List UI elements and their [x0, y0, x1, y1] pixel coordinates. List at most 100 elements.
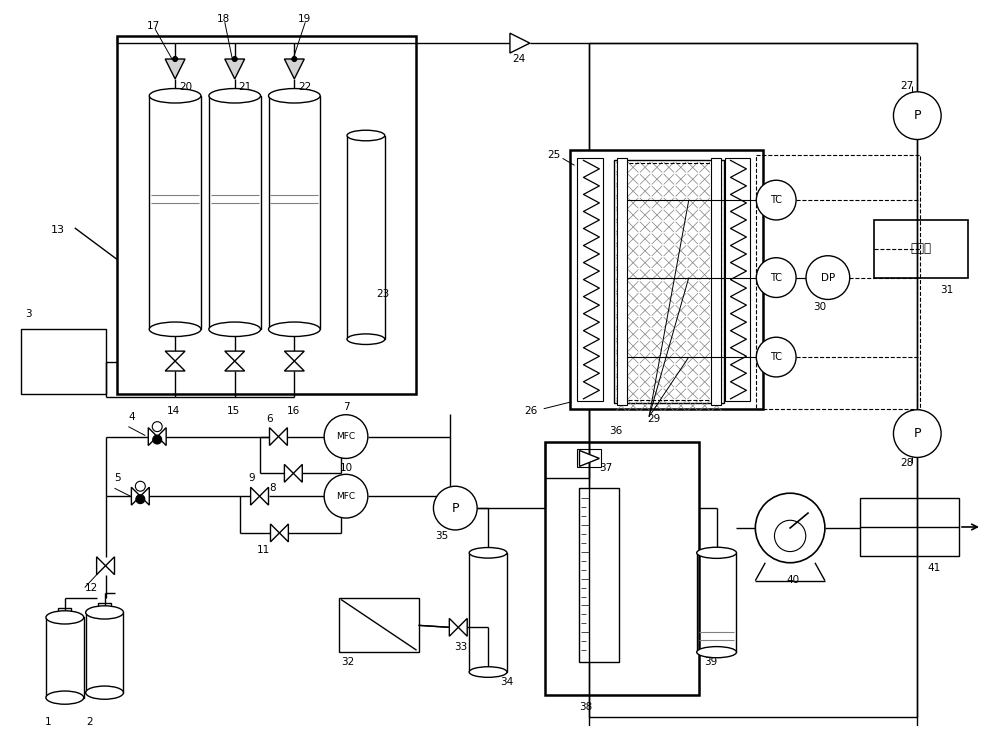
Ellipse shape: [46, 691, 84, 704]
Bar: [577, 158, 603, 401]
Text: 21: 21: [239, 82, 252, 92]
Text: 31: 31: [940, 284, 953, 295]
Text: P: P: [452, 502, 459, 515]
Text: 20: 20: [179, 82, 192, 92]
Circle shape: [893, 92, 941, 139]
Text: 33: 33: [454, 642, 468, 652]
Text: P: P: [914, 427, 921, 440]
Bar: [711, 158, 721, 405]
Bar: [347, 136, 385, 339]
Polygon shape: [284, 59, 304, 79]
Text: 15: 15: [227, 406, 240, 416]
Bar: [339, 598, 419, 652]
Bar: [756, 155, 920, 409]
Bar: [697, 553, 736, 652]
Bar: [617, 158, 627, 405]
Polygon shape: [270, 524, 279, 542]
Text: 2: 2: [87, 717, 93, 727]
Ellipse shape: [209, 88, 261, 103]
Polygon shape: [225, 361, 245, 371]
Ellipse shape: [46, 611, 84, 624]
Circle shape: [136, 495, 145, 504]
Text: MFC: MFC: [336, 491, 356, 501]
Ellipse shape: [469, 547, 507, 558]
Polygon shape: [106, 557, 115, 574]
Polygon shape: [140, 487, 149, 505]
Text: 35: 35: [435, 531, 449, 541]
Bar: [86, 612, 123, 693]
Bar: [269, 95, 320, 330]
Text: 7: 7: [343, 402, 349, 412]
Text: TC: TC: [770, 195, 782, 205]
Text: 12: 12: [85, 582, 98, 593]
Circle shape: [755, 494, 825, 563]
Text: 17: 17: [147, 21, 161, 31]
Text: 39: 39: [704, 657, 717, 667]
Polygon shape: [165, 59, 185, 79]
Text: DP: DP: [821, 273, 835, 283]
Polygon shape: [225, 59, 245, 79]
Text: 32: 32: [341, 657, 354, 667]
Text: 10: 10: [339, 464, 353, 473]
Bar: [46, 617, 84, 698]
Text: 9: 9: [249, 473, 255, 483]
Text: TC: TC: [770, 273, 782, 283]
Polygon shape: [131, 487, 140, 505]
Circle shape: [173, 57, 178, 61]
Circle shape: [153, 435, 162, 444]
Circle shape: [756, 338, 796, 377]
Bar: [149, 95, 201, 330]
Text: 3: 3: [25, 309, 32, 319]
Text: 22: 22: [298, 82, 312, 92]
Polygon shape: [165, 361, 185, 371]
Polygon shape: [284, 464, 293, 483]
Text: 24: 24: [512, 54, 525, 64]
Ellipse shape: [697, 547, 736, 558]
Bar: [209, 95, 261, 330]
Ellipse shape: [86, 606, 123, 619]
Bar: [577, 450, 601, 467]
Text: MFC: MFC: [336, 432, 356, 441]
Circle shape: [324, 415, 368, 459]
Circle shape: [774, 521, 806, 552]
Bar: [860, 498, 959, 555]
Ellipse shape: [86, 686, 123, 699]
Bar: [614, 160, 724, 403]
Polygon shape: [157, 428, 166, 445]
Text: 36: 36: [609, 426, 623, 436]
Bar: [617, 163, 721, 399]
Text: TC: TC: [770, 352, 782, 362]
Circle shape: [324, 475, 368, 518]
Polygon shape: [293, 464, 302, 483]
Text: 8: 8: [269, 483, 276, 494]
Text: 18: 18: [217, 15, 230, 24]
Text: 14: 14: [167, 406, 180, 416]
Ellipse shape: [269, 88, 320, 103]
Polygon shape: [251, 487, 260, 505]
Text: 16: 16: [286, 406, 300, 416]
Text: 26: 26: [524, 406, 537, 416]
Polygon shape: [579, 451, 599, 467]
Bar: [874, 220, 968, 278]
Bar: [545, 442, 699, 695]
Text: 11: 11: [257, 545, 270, 555]
Text: 计算机: 计算机: [910, 242, 931, 255]
Bar: [21, 330, 106, 394]
Circle shape: [232, 57, 237, 61]
Text: 5: 5: [115, 473, 121, 483]
Polygon shape: [284, 361, 304, 371]
Text: 30: 30: [813, 303, 826, 313]
Text: 29: 29: [647, 413, 660, 424]
Polygon shape: [279, 524, 288, 542]
Ellipse shape: [149, 322, 201, 337]
Bar: [469, 553, 507, 672]
Bar: [570, 150, 763, 409]
Ellipse shape: [269, 322, 320, 337]
Text: 25: 25: [548, 150, 561, 160]
Polygon shape: [260, 487, 269, 505]
Text: 34: 34: [500, 677, 513, 687]
Bar: [579, 488, 619, 662]
Text: 19: 19: [297, 15, 311, 24]
Circle shape: [756, 180, 796, 220]
Text: 1: 1: [45, 717, 52, 727]
